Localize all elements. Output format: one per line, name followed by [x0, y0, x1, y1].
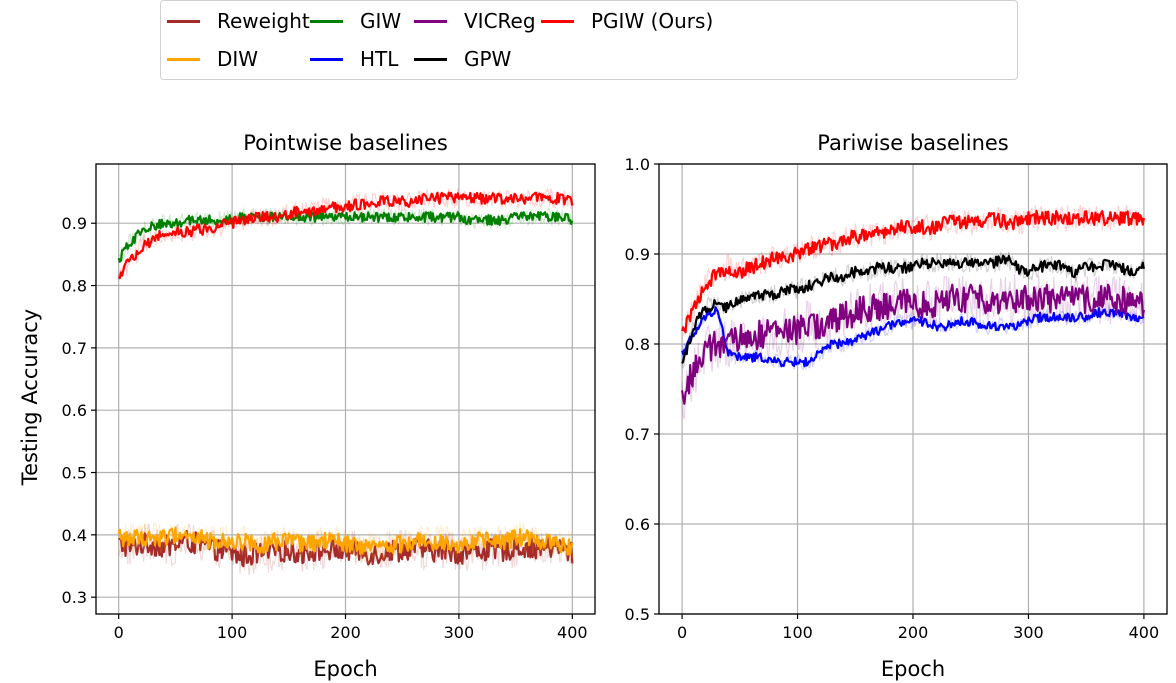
legend-swatch — [167, 57, 200, 61]
y-axis-title: Testing Accuracy — [18, 309, 42, 486]
legend-item-reweight: Reweight — [167, 7, 310, 35]
x-tick-label: 400 — [557, 623, 588, 642]
panel-pointwise: 0 100 200 300 400 0.3 0.4 0.5 0.6 0.7 0.8 0.9 Pointw… — [18, 131, 596, 681]
legend-swatch — [541, 19, 574, 23]
plot-frame — [95, 163, 596, 615]
y-tick-label: 0.8 — [625, 335, 650, 354]
x-tick-label: 100 — [782, 623, 813, 642]
x-axis-title: Epoch — [881, 657, 945, 681]
legend-swatch — [167, 19, 200, 23]
series-line-giw — [117, 211, 574, 263]
series-line-diw — [117, 526, 574, 556]
legend: Reweight DIW GIW HTL VICReg GPW PGIW (Ou… — [160, 0, 1018, 80]
y-tick-label: 0.5 — [625, 605, 650, 624]
legend-label: GIW — [360, 9, 402, 33]
series-shade-htl — [681, 302, 1145, 371]
x-tick-label: 100 — [217, 623, 248, 642]
y-tick-label: 0.5 — [62, 464, 87, 483]
y-tick-label: 0.3 — [62, 588, 87, 607]
x-tick-label: 300 — [1013, 623, 1044, 642]
legend-label: VICReg — [464, 9, 536, 33]
legend-item-gpw: GPW — [414, 45, 511, 73]
legend-label: Reweight — [217, 9, 310, 33]
y-tick-label: 0.8 — [62, 277, 87, 296]
plot-frame — [658, 163, 1168, 615]
legend-swatch — [414, 19, 447, 23]
legend-item-giw: GIW — [310, 7, 401, 35]
y-tick-label: 0.6 — [625, 515, 650, 534]
series-group — [117, 187, 574, 576]
legend-item-pgiw: PGIW (Ours) — [541, 7, 713, 35]
legend-swatch — [414, 57, 447, 61]
x-axis-title: Epoch — [313, 657, 377, 681]
x-tick-label: 400 — [1129, 623, 1160, 642]
x-tick-label: 200 — [898, 623, 929, 642]
legend-label: HTL — [360, 47, 399, 71]
panel-pairwise: 0 100 200 300 400 0.5 0.6 0.7 0.8 0.9 1.0 Pariwise … — [625, 131, 1168, 681]
plot-title: Pariwise baselines — [817, 131, 1009, 155]
x-tick-label: 0 — [114, 623, 124, 642]
y-tick-label: 0.7 — [625, 425, 650, 444]
y-tick-label: 0.6 — [62, 401, 87, 420]
legend-item-diw: DIW — [167, 45, 258, 73]
series-line-pgiw-ours- — [117, 191, 574, 280]
x-tick-label: 0 — [677, 623, 687, 642]
y-tick-label: 0.4 — [62, 526, 87, 545]
series-line-gpw — [681, 254, 1145, 364]
legend-item-vicreg: VICReg — [414, 7, 536, 35]
x-tick-label: 200 — [330, 623, 361, 642]
legend-label: GPW — [464, 47, 512, 71]
plot-title: Pointwise baselines — [243, 131, 448, 155]
legend-swatch — [310, 19, 343, 23]
legend-swatch — [310, 57, 343, 61]
series-line-htl — [681, 306, 1145, 368]
y-tick-label: 0.9 — [62, 214, 87, 233]
series-line-pgiw-ours- — [681, 209, 1145, 334]
legend-label: PGIW (Ours) — [591, 9, 714, 33]
y-tick-label: 0.9 — [625, 245, 650, 264]
legend-label: DIW — [217, 47, 259, 71]
x-tick-label: 300 — [444, 623, 475, 642]
series-line-vicreg — [681, 283, 1145, 405]
legend-item-htl: HTL — [310, 45, 398, 73]
y-tick-label: 1.0 — [625, 155, 650, 174]
y-tick-label: 0.7 — [62, 339, 87, 358]
series-group — [681, 204, 1145, 420]
